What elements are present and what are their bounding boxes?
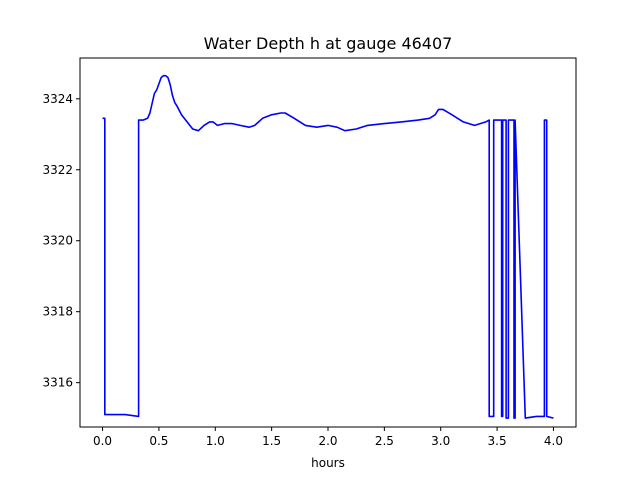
plot-frame — [79, 57, 577, 428]
series-line — [102, 74, 554, 419]
y-tick-label: 3324 — [42, 92, 73, 106]
x-axis-label: hours — [311, 456, 345, 470]
x-tick-label: 0.5 — [149, 434, 168, 448]
axis-ticks: 0.0 0.5 1.0 1.5 2.0 2.5 3.0 3.5 4.0 3316 3318 3320 3… — [42, 92, 563, 448]
x-tick-label: 3.0 — [431, 434, 450, 448]
y-tick-label: 3320 — [42, 234, 73, 248]
x-tick-label: 0.0 — [93, 434, 112, 448]
x-tick-label: 3.5 — [488, 434, 507, 448]
x-tick-label: 4.0 — [544, 434, 563, 448]
x-tick-label: 2.0 — [318, 434, 337, 448]
x-tick-label: 1.5 — [262, 434, 281, 448]
y-tick-label: 3322 — [42, 163, 73, 177]
x-tick-label: 2.5 — [375, 434, 394, 448]
chart-title: Water Depth h at gauge 46407 — [204, 34, 453, 53]
y-tick-label: 3316 — [42, 376, 73, 390]
y-tick-label: 3318 — [42, 305, 73, 319]
x-tick-label: 1.0 — [206, 434, 225, 448]
